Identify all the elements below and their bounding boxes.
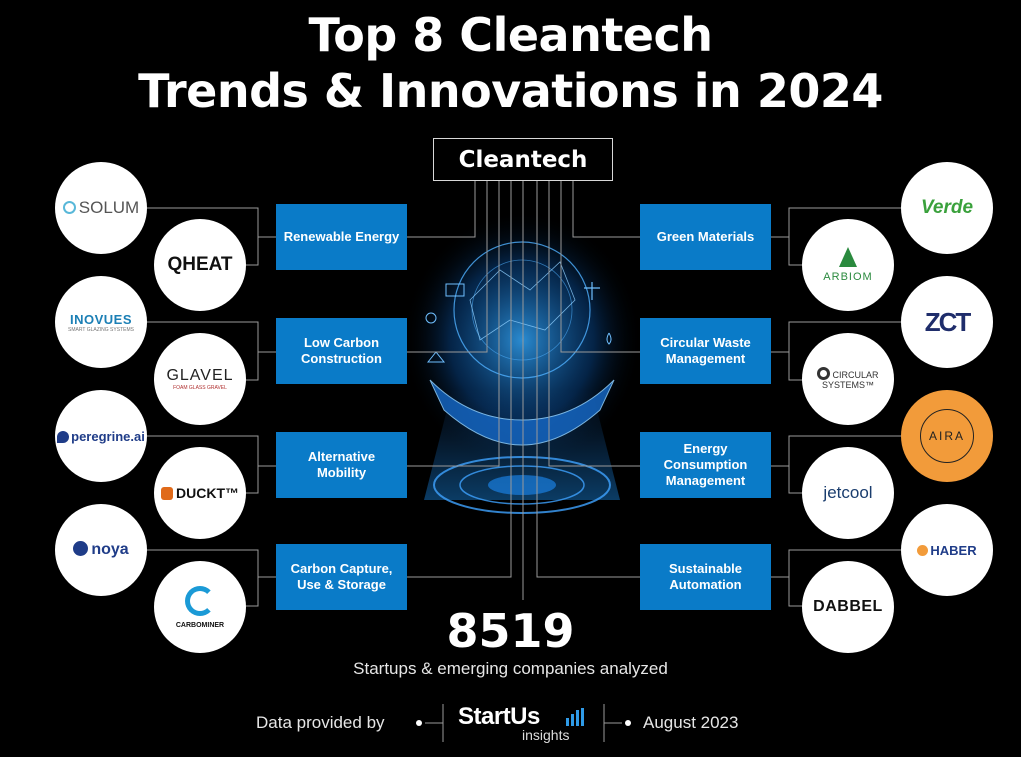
logo-haber: HABER — [901, 504, 993, 596]
footer-data-provided: Data provided by — [256, 713, 385, 732]
brand-subtitle: insights — [522, 727, 570, 743]
logo-inovues: INOVUES SMART GLAZING SYSTEMS — [55, 276, 147, 368]
logo-aira: AIRA — [901, 390, 993, 482]
trend-alternative-mobility: Alternative Mobility — [276, 432, 407, 498]
logo-dabbel-text: DABBEL — [813, 598, 883, 615]
logo-glavel-text: GLAVEL — [166, 367, 234, 384]
logo-circular-systems-text: CIRCULAR SYSTEMS™ — [821, 370, 879, 390]
solum-ring-icon — [62, 201, 76, 214]
logo-zct: ZCT — [901, 276, 993, 368]
logo-dabbel: DABBEL — [802, 561, 894, 653]
logo-jetcool-text: jetcool — [823, 483, 873, 502]
trend-renewable-energy: Renewable Energy — [276, 204, 407, 270]
trend-circular-waste-management: Circular Waste Management — [640, 318, 771, 384]
logo-solum-text: SOLUM — [78, 198, 140, 217]
footer-dot-left — [416, 720, 422, 726]
logo-carbominer: CARBOMINER — [154, 561, 246, 653]
footer-date: August 2023 — [643, 713, 739, 732]
logo-peregrine-text: peregrine.ai — [71, 428, 145, 444]
logo-peregrine: peregrine.ai — [55, 390, 147, 482]
carbominer-c-icon — [184, 585, 215, 616]
logo-verde-text: Verde — [920, 197, 974, 218]
peregrine-bird-icon — [57, 430, 70, 443]
logo-qheat-text: QHEAT — [167, 254, 233, 275]
logo-solum: SOLUM — [55, 162, 147, 254]
cleantech-illustration — [402, 210, 642, 514]
trend-sustainable-automation: Sustainable Automation — [640, 544, 771, 610]
startups-caption: Startups & emerging companies analyzed — [353, 659, 668, 678]
logo-aira-text: AIRA — [920, 409, 974, 463]
logo-arbiom: ARBIOM — [802, 219, 894, 311]
duckt-shield-icon — [161, 487, 173, 500]
footer-dot-right — [625, 720, 631, 726]
logo-duckt: DUCKT™ — [154, 447, 246, 539]
bar-chart-icon — [566, 708, 586, 726]
logo-qheat: QHEAT — [154, 219, 246, 311]
logo-jetcool: jetcool — [802, 447, 894, 539]
noya-hex-icon — [73, 541, 89, 556]
circular-systems-ring-icon — [817, 367, 831, 381]
logo-inovues-text: INOVUES — [69, 311, 132, 327]
startups-count: 8519 — [446, 604, 575, 658]
logo-arbiom-text: ARBIOM — [823, 271, 873, 283]
logo-duckt-text: DUCKT™ — [176, 485, 239, 501]
logo-circular-systems: CIRCULAR SYSTEMS™ — [802, 333, 894, 425]
logo-inovues-subtext: SMART GLAZING SYSTEMS — [68, 326, 134, 333]
logo-zct-text: ZCT — [924, 306, 972, 337]
arbiom-leaf-icon — [839, 247, 857, 267]
logo-verde: Verde — [901, 162, 993, 254]
haber-dot-icon — [917, 544, 929, 556]
logo-noya-text: noya — [91, 541, 129, 558]
logo-noya: noya — [55, 504, 147, 596]
trend-energy-consumption-management: Energy Consumption Management — [640, 432, 771, 498]
trend-green-materials: Green Materials — [640, 204, 771, 270]
logo-glavel-subtext: FOAM GLASS GRAVEL — [173, 385, 227, 391]
hub-label: Cleantech — [433, 138, 613, 181]
title-line-2: Trends & Innovations in 2024 — [138, 64, 883, 118]
startus-insights-logo: StartUs insights — [458, 703, 588, 743]
trend-low-carbon-construction: Low Carbon Construction — [276, 318, 407, 384]
brand-name: StartUs — [458, 703, 540, 730]
logo-glavel: GLAVEL FOAM GLASS GRAVEL — [154, 333, 246, 425]
logo-carbominer-text: CARBOMINER — [175, 621, 225, 629]
trend-carbon-capture: Carbon Capture, Use & Storage — [276, 544, 407, 610]
logo-haber-text: HABER — [930, 542, 977, 558]
title-line-1: Top 8 Cleantech — [308, 8, 713, 62]
